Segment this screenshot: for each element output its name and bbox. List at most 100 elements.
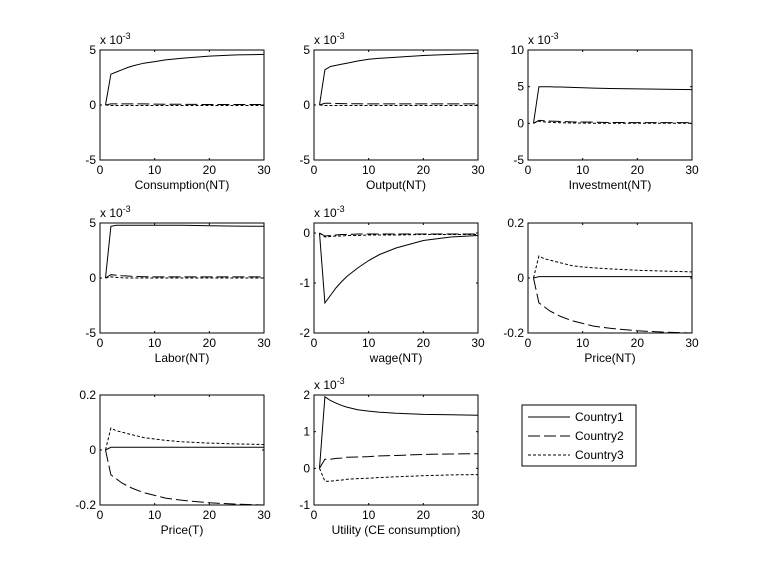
x-tick-label: 20 (203, 163, 217, 177)
y-tick-label: 10 (511, 43, 525, 57)
plot-area (100, 395, 264, 505)
y-tick-label: 5 (89, 216, 96, 230)
y-tick-label: 1 (303, 425, 310, 439)
x-axis-label: Investment(NT) (569, 178, 652, 192)
x-tick-label: 0 (97, 163, 104, 177)
axis-multiplier-exponent: -3 (337, 204, 345, 214)
series-line-country2 (319, 453, 479, 469)
x-tick-label: 10 (148, 508, 162, 522)
y-tick-label: -5 (85, 326, 96, 340)
x-tick-label: 0 (525, 163, 532, 177)
axis-multiplier: x 10-3 (314, 204, 345, 220)
x-axis-label: Price(NT) (584, 351, 635, 365)
x-axis-label: Price(T) (161, 523, 204, 537)
x-tick-label: 10 (362, 508, 376, 522)
series-line-country3 (105, 276, 264, 279)
y-tick-label: 0 (303, 226, 310, 240)
series-line-country1 (319, 52, 479, 106)
series-line-country3 (105, 104, 264, 106)
y-tick-label: 0 (89, 271, 96, 285)
x-tick-label: 0 (97, 508, 104, 522)
y-tick-label: 5 (303, 43, 310, 57)
legend-label-country1: Country1 (575, 410, 624, 424)
axis-multiplier: x 10-3 (314, 31, 345, 47)
axis-multiplier: x 10-3 (528, 31, 559, 47)
x-tick-label: 0 (525, 336, 532, 350)
x-tick-label: 30 (685, 163, 699, 177)
x-tick-label: 30 (471, 336, 485, 350)
x-tick-label: 10 (148, 336, 162, 350)
y-tick-label: 0 (517, 116, 524, 130)
x-axis-label: Consumption(NT) (135, 178, 230, 192)
x-axis-label: Output(NT) (366, 178, 426, 192)
y-tick-label: 0 (89, 443, 96, 457)
series-line-country3 (533, 255, 693, 279)
x-tick-label: 10 (148, 163, 162, 177)
x-tick-label: 0 (311, 163, 318, 177)
x-tick-label: 30 (471, 508, 485, 522)
x-tick-label: 30 (471, 163, 485, 177)
series-line-country2 (533, 119, 692, 124)
x-tick-label: 10 (576, 336, 590, 350)
y-tick-label: -0.2 (75, 498, 96, 512)
x-tick-label: 20 (417, 508, 431, 522)
x-tick-label: 30 (257, 163, 271, 177)
series-line-country1 (319, 232, 479, 305)
x-tick-label: 20 (203, 336, 217, 350)
legend-box (521, 404, 637, 467)
x-tick-label: 30 (257, 508, 271, 522)
series-line-country2 (105, 274, 264, 279)
y-tick-label: 0 (89, 98, 96, 112)
series-line-country2 (319, 232, 478, 237)
axis-multiplier-exponent: -3 (123, 204, 131, 214)
legend-label-country3: Country3 (575, 448, 624, 462)
x-tick-label: 0 (311, 508, 318, 522)
x-axis-label: Utility (CE consumption) (332, 523, 461, 537)
x-tick-label: 10 (362, 336, 376, 350)
x-tick-label: 0 (311, 336, 318, 350)
axis-multiplier-exponent: -3 (337, 376, 345, 386)
series-line-country2 (533, 277, 693, 334)
plot-area (314, 223, 478, 333)
axis-multiplier: x 10-3 (100, 204, 131, 220)
y-tick-label: 5 (89, 43, 96, 57)
y-tick-label: -5 (513, 153, 524, 167)
x-tick-label: 20 (417, 163, 431, 177)
axis-multiplier: x 10-3 (314, 376, 345, 392)
subplot-5: 0 10 20 30 -2 -1 0 wage(NT) x 10-3 (299, 204, 485, 365)
x-tick-label: 20 (417, 336, 431, 350)
series-line-country3 (105, 427, 265, 451)
plot-area (528, 223, 692, 333)
series-line-country2 (105, 449, 265, 506)
axes-box (313, 222, 479, 334)
x-tick-label: 30 (257, 336, 271, 350)
plot-area (314, 395, 478, 505)
y-tick-label: 5 (517, 80, 524, 94)
x-tick-label: 20 (631, 163, 645, 177)
axes-box (313, 394, 479, 506)
series-line-country3 (319, 232, 478, 238)
axis-multiplier-exponent: -3 (337, 31, 345, 41)
plot-area (528, 50, 692, 160)
y-tick-label: -1 (299, 276, 310, 290)
series-line-country1 (319, 395, 479, 469)
x-tick-label: 10 (576, 163, 590, 177)
series-line-country1 (533, 86, 693, 124)
series-line-country2 (319, 102, 478, 106)
x-tick-label: 30 (685, 336, 699, 350)
y-tick-label: -0.2 (503, 326, 524, 340)
series-line-country1 (105, 224, 265, 279)
y-tick-label: 0 (303, 98, 310, 112)
series-line-country3 (319, 468, 479, 482)
y-tick-label: -5 (85, 153, 96, 167)
y-tick-label: 2 (303, 388, 310, 402)
y-tick-label: -1 (299, 498, 310, 512)
x-tick-label: 10 (362, 163, 376, 177)
x-tick-label: 0 (97, 336, 104, 350)
series-line-country2 (105, 103, 264, 106)
